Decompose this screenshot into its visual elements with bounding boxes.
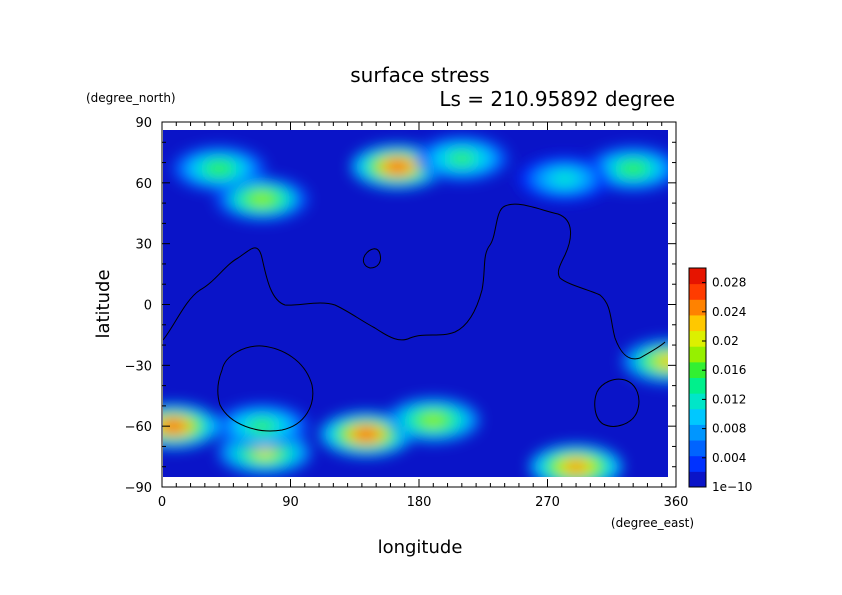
colorbar-label-1: 0.004	[712, 451, 746, 465]
y-tick-label-1: 60	[135, 177, 152, 192]
hotspot-2-layer-3	[355, 428, 378, 441]
y-units-label: (degree_north)	[86, 91, 176, 105]
topography-contours	[163, 203, 666, 432]
colorbar-label-6: 0.024	[712, 305, 746, 319]
hotspot-0-layer-3	[386, 160, 409, 173]
colorbar-swatch-8	[689, 346, 706, 363]
hotspot-3-layer-3	[565, 460, 588, 473]
colorbar-swatch-10	[689, 314, 706, 332]
colorbar-swatch-6	[689, 377, 706, 394]
colorbar-swatch-13	[689, 268, 706, 285]
colorbar-label-0: 1e−10	[712, 480, 752, 494]
hotspot-8-layer-3	[208, 162, 231, 175]
y-tick-label-4: −30	[125, 359, 152, 374]
hotspot-10-layer-3	[622, 162, 645, 175]
hotspot-4-layer-2	[648, 351, 668, 372]
hotspot-6-layer-3	[422, 414, 445, 427]
colorbar-swatch-1	[689, 455, 706, 472]
contour-line-island	[362, 248, 381, 269]
colorbar-swatch-12	[689, 283, 706, 300]
chart-title: surface stress	[350, 63, 489, 87]
x-tick-label-4: 360	[664, 495, 689, 510]
chart-subtitle: Ls = 210.95892 degree	[439, 87, 675, 111]
axis-ticks	[161, 121, 677, 488]
contour-line-main	[163, 203, 666, 360]
x-tick-label-3: 270	[535, 495, 560, 510]
colorbar-swatch-7	[689, 361, 706, 378]
y-tick-label-0: 90	[135, 116, 152, 131]
y-tick-label-3: 0	[144, 299, 152, 314]
hotspot-5-layer-3	[253, 446, 276, 459]
x-units-label: (degree_east)	[611, 516, 694, 530]
colorbar-labels: 1e−10 0.004 0.008 0.012 0.016 0.02 0.024 0.028	[712, 276, 752, 494]
y-tick-label-2: 30	[135, 238, 152, 253]
hotspot-9-layer-3	[450, 152, 473, 165]
colorbar-label-3: 0.012	[712, 392, 746, 406]
colorbar-label-7: 0.028	[712, 276, 746, 290]
colorbar-label-4: 0.016	[712, 363, 746, 377]
y-tick-labels: 90 60 30 0 −30 −60 −90	[125, 116, 152, 496]
x-tick-label-0: 0	[158, 495, 166, 510]
hotspot-1-layer-3	[163, 420, 185, 433]
stress-field	[163, 130, 668, 477]
colorbar-ticks	[702, 282, 706, 488]
y-tick-label-6: −90	[125, 481, 152, 496]
colorbar-swatch-11	[689, 299, 706, 316]
colorbar-swatch-5	[689, 393, 706, 410]
colorbar-swatch-4	[689, 408, 706, 425]
hotspot-4-layer-3	[657, 355, 668, 368]
colorbar-label-2: 0.008	[712, 422, 746, 436]
contour-line-basin-east	[594, 378, 640, 427]
contour-line-basin-west	[217, 345, 314, 432]
x-tick-label-1: 90	[282, 495, 299, 510]
y-axis-label: latitude	[93, 269, 114, 338]
colorbar-frame	[688, 267, 707, 488]
colorbar-swatch-3	[689, 424, 706, 441]
x-tick-labels: 0 90 180 270 360	[158, 495, 689, 510]
hotspot-11-layer-3	[553, 172, 576, 185]
y-tick-label-5: −60	[125, 420, 152, 435]
colorbar-swatch-9	[689, 330, 706, 347]
x-tick-label-2: 180	[407, 495, 432, 510]
colorbar-swatch-2	[689, 440, 706, 457]
x-axis-label: longitude	[378, 537, 463, 558]
colorbar-label-5: 0.02	[712, 334, 739, 348]
colorbar-swatch-0	[689, 471, 706, 488]
colorbar	[688, 267, 707, 488]
hotspot-7-layer-3	[250, 193, 273, 206]
